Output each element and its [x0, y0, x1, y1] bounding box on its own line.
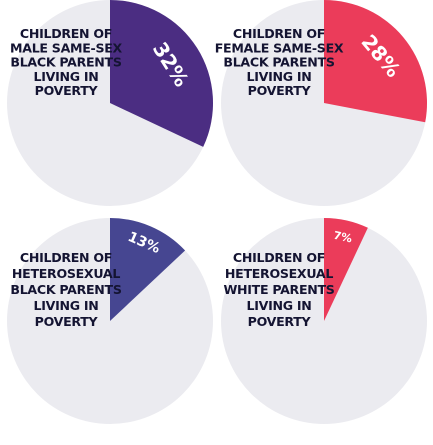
- pie-slice-value: [110, 0, 213, 147]
- pie-caption-line: LIVING IN: [247, 298, 312, 313]
- pie-caption-line: LIVING IN: [34, 298, 99, 313]
- pie-chart-2: 28%CHILDREN OF FEMALE SAME-SEX BLACK PAREN…: [215, 0, 427, 206]
- pie-caption: CHILDREN OF HETEROSEXUAL BLACK PARENTS LIVI…: [10, 250, 121, 329]
- pie-caption: CHILDREN OF FEMALE SAME-SEX BLACK PARENTS L…: [215, 26, 344, 98]
- pie-caption-line: CHILDREN OF: [233, 26, 325, 41]
- pie-slice-value: [110, 218, 186, 321]
- pie-caption-line: BLACK PARENTS: [223, 55, 334, 70]
- pie-caption-line: LIVING IN: [34, 69, 99, 84]
- pie-caption-line: BLACK PARENTS: [10, 282, 121, 297]
- pie-caption-line: POVERTY: [35, 83, 99, 98]
- pie-caption-line: BLACK PARENTS: [10, 55, 121, 70]
- pie-caption-line: CHILDREN OF: [20, 250, 112, 265]
- pie-caption-line: MALE SAME-SEX: [10, 40, 123, 55]
- pie-caption-line: WHITE PARENTS: [223, 282, 334, 297]
- pie-value-label: 7%: [332, 229, 353, 246]
- pie-slice-value: [324, 218, 368, 321]
- pie-caption-line: FEMALE SAME-SEX: [215, 40, 344, 55]
- pie-caption: CHILDREN OF HETEROSEXUAL WHITE PARENTS LIVI…: [223, 250, 334, 329]
- pie-caption-line: CHILDREN OF: [233, 250, 325, 265]
- pie-chart-1: 32%CHILDREN OF MALE SAME-SEX BLACK PARENTS…: [7, 0, 213, 206]
- pie-caption-line: HETEROSEXUAL: [12, 266, 120, 281]
- pie-caption-line: POVERTY: [248, 314, 312, 329]
- pie-caption: CHILDREN OF MALE SAME-SEX BLACK PARENTS LIV…: [10, 26, 123, 98]
- pie-caption-line: POVERTY: [248, 83, 312, 98]
- pie-caption-line: CHILDREN OF: [20, 26, 112, 41]
- pie-caption-line: HETEROSEXUAL: [225, 266, 333, 281]
- pie-caption-line: LIVING IN: [247, 69, 312, 84]
- pie-slice-value: [324, 0, 427, 123]
- pie-chart-3: 13%CHILDREN OF HETEROSEXUAL BLACK PARENTS L…: [7, 218, 213, 424]
- pie-caption-line: POVERTY: [35, 314, 99, 329]
- pie-chart-4: 7% CHILDREN OF HETEROSEXUAL WHITE PARENTS LI…: [221, 218, 427, 424]
